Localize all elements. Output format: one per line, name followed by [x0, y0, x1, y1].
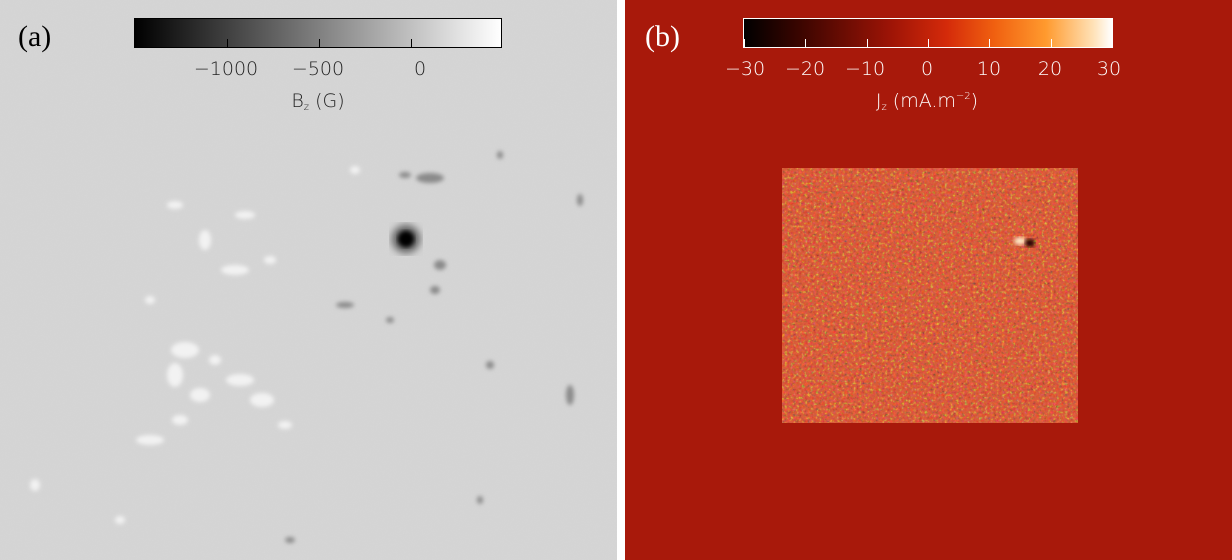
colorbar-tick-mark	[744, 39, 745, 47]
positive-flux-patches	[30, 166, 360, 524]
current-hotspot	[1014, 237, 1026, 245]
sunspot-umbra	[398, 231, 414, 247]
magnetogram-image	[0, 0, 617, 560]
colorbar-tick-label: 10	[976, 58, 1002, 80]
colorbar-tick-mark	[227, 39, 228, 47]
magnetogram-panel: (a) −1000 −500 0 Bz (G)	[0, 0, 617, 560]
colorbar-tick-label: 0	[920, 58, 934, 80]
colorbar-tick-label: −20	[784, 58, 826, 80]
colorbar-tick-label: 0	[413, 58, 427, 80]
current-density-panel: (b) −30 −20 −10 0 10 20 30 Jz (mA.m−2)	[625, 0, 1232, 560]
colorbar-tick-mark	[411, 39, 412, 47]
current-density-image	[625, 0, 1232, 560]
colorbar-jz	[743, 18, 1113, 48]
colorbar-tick-label: −10	[844, 58, 886, 80]
panel-label-b: (b)	[645, 20, 680, 53]
colorbar-tick-label: 20	[1037, 58, 1063, 80]
colorbar-tick-label: −1000	[193, 58, 259, 80]
colorbar-bz	[134, 18, 502, 48]
current-darkspot	[1025, 239, 1035, 247]
colorbar-title-bz: Bz (G)	[291, 90, 345, 113]
current-density-region	[782, 168, 1078, 423]
colorbar-tick-mark	[928, 39, 929, 47]
colorbar-tick-mark	[867, 39, 868, 47]
colorbar-tick-label: −30	[724, 58, 766, 80]
colorbar-tick-label: 30	[1096, 58, 1122, 80]
colorbar-tick-mark	[989, 39, 990, 47]
colorbar-tick-mark	[1111, 39, 1112, 47]
panel-label-a: (a)	[18, 20, 52, 53]
colorbar-tick-mark	[319, 39, 320, 47]
colorbar-tick-mark	[805, 39, 806, 47]
colorbar-tick-mark	[1051, 39, 1052, 47]
colorbar-tick-label: −500	[291, 58, 345, 80]
negative-flux-patches	[285, 151, 583, 543]
colorbar-title-jz: Jz (mA.m−2)	[875, 90, 979, 113]
